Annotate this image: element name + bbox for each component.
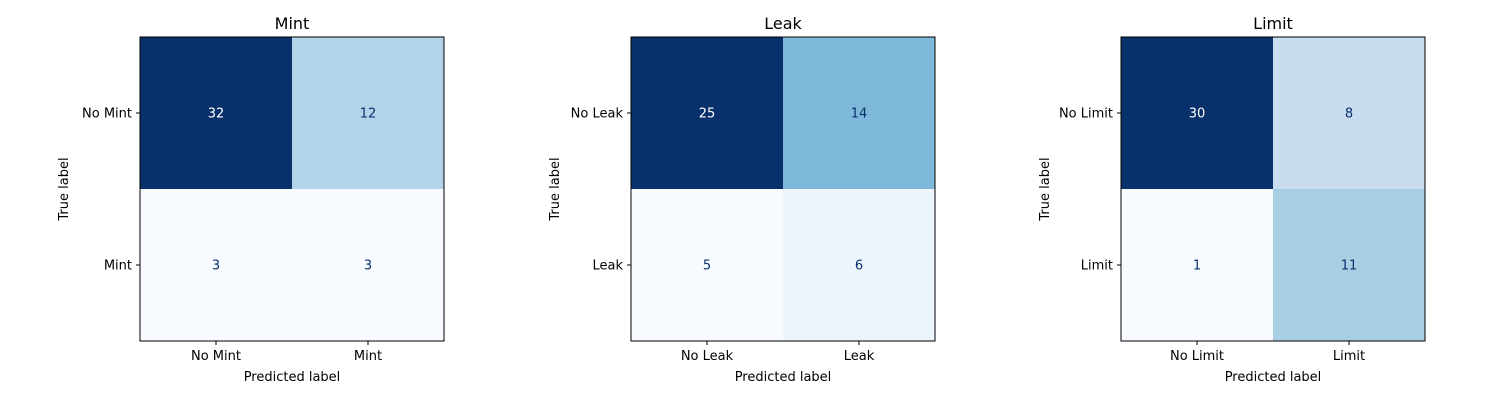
y-tick-label: No Leak (571, 107, 624, 122)
confusion-matrix-panel: 25 14 5 6 Leak No Leak Leak No Leak Leak Predicte… (548, 14, 936, 385)
cell-value-label: 1 (1193, 259, 1201, 274)
x-axis-label: Predicted label (1225, 370, 1322, 385)
heatmap-cell (292, 189, 444, 341)
cell-value-label: 11 (1341, 259, 1358, 274)
confusion-matrix-panel: 32 12 3 3 Mint No Mint Mint No Mint Mint Predicte… (57, 14, 445, 385)
heatmap-cell (1273, 189, 1425, 341)
cell-value-label: 6 (855, 259, 863, 274)
y-tick-label: Limit (1081, 259, 1113, 274)
cell-value-label: 3 (212, 259, 220, 274)
heatmap-cell (783, 37, 935, 189)
heatmap-cell (140, 189, 292, 341)
chart-title: Leak (764, 14, 802, 33)
y-tick-label: Leak (592, 259, 623, 274)
heatmap-cell (140, 37, 292, 189)
cell-value-label: 3 (364, 259, 372, 274)
heatmap-cell (631, 37, 783, 189)
heatmap-cell (783, 189, 935, 341)
chart-title: Limit (1253, 14, 1293, 33)
cell-value-label: 8 (1345, 107, 1353, 122)
cell-value-label: 14 (851, 107, 868, 122)
x-tick-label: No Leak (681, 349, 734, 364)
chart-title: Mint (275, 14, 310, 33)
axes-frame (139, 36, 445, 342)
heatmap-cell (1273, 37, 1425, 189)
y-tick-label: No Mint (82, 107, 132, 122)
axes-frame (630, 36, 936, 342)
heatmap-cell (631, 189, 783, 341)
heatmap-cell (1121, 37, 1273, 189)
y-axis-label: True label (548, 157, 563, 221)
x-tick-label: Limit (1333, 349, 1365, 364)
y-tick-label: No Limit (1059, 107, 1113, 122)
x-axis-label: Predicted label (735, 370, 832, 385)
x-axis-label: Predicted label (244, 370, 341, 385)
cell-value-label: 25 (699, 107, 716, 122)
y-axis-label: True label (57, 157, 72, 221)
cell-value-label: 30 (1189, 107, 1206, 122)
cell-value-label: 12 (360, 107, 377, 122)
cell-value-label: 32 (208, 107, 225, 122)
y-tick-label: Mint (104, 259, 132, 274)
heatmap-cell (1121, 189, 1273, 341)
x-tick-label: No Mint (191, 349, 241, 364)
axes-frame (1120, 36, 1426, 342)
x-tick-label: Leak (844, 349, 875, 364)
x-tick-label: Mint (354, 349, 382, 364)
heatmap-cell (292, 37, 444, 189)
cell-value-label: 5 (703, 259, 711, 274)
x-tick-label: No Limit (1170, 349, 1224, 364)
y-axis-label: True label (1038, 157, 1053, 221)
